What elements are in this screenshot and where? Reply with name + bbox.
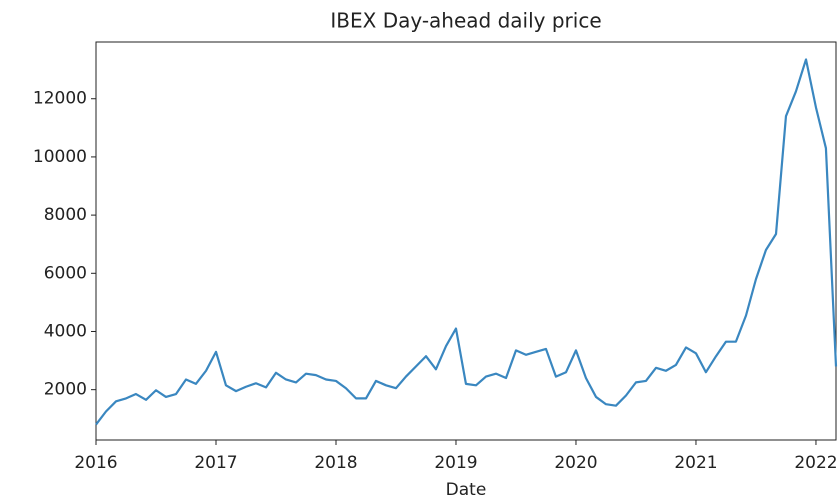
y-tick-label: 6000 <box>44 263 87 283</box>
y-tick-label: 12000 <box>33 89 87 109</box>
y-tick-label: 8000 <box>44 205 87 225</box>
x-tick-label: 2021 <box>674 453 717 473</box>
x-tick-label: 2019 <box>434 453 477 473</box>
chart-title: IBEX Day-ahead daily price <box>330 9 601 33</box>
x-tick-label: 2022 <box>794 453 837 473</box>
y-tick-label: 10000 <box>33 147 87 167</box>
y-tick-label: 4000 <box>44 321 87 341</box>
y-tick-label: 2000 <box>44 380 87 400</box>
x-tick-label: 2016 <box>74 453 117 473</box>
x-tick-label: 2020 <box>554 453 597 473</box>
plot-frame <box>95 41 837 441</box>
x-tick-label: 2017 <box>194 453 237 473</box>
x-axis-label: Date <box>446 480 487 500</box>
x-tick-label: 2018 <box>314 453 357 473</box>
data-line <box>95 58 838 426</box>
